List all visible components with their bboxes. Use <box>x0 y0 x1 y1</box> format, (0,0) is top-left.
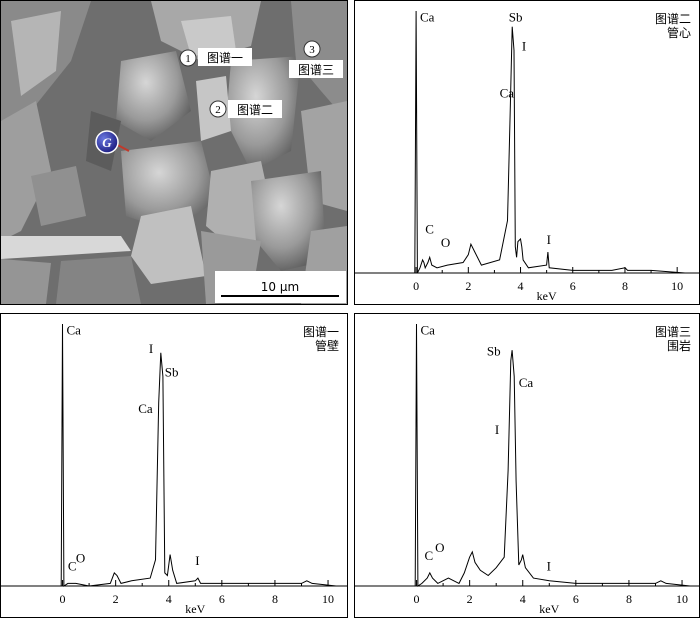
x-tick-label: 4 <box>166 592 172 606</box>
peak-label: C <box>68 558 77 573</box>
peak-label: Sb <box>487 343 501 358</box>
x-tick-label: 0 <box>413 279 419 293</box>
point-2-label: 图谱二 <box>237 103 273 117</box>
point-1-label-bg <box>198 48 252 66</box>
g-marker <box>95 130 119 154</box>
spectrum-caption: 管壁 <box>315 338 339 353</box>
x-tick-label: 0 <box>414 592 420 606</box>
spectrum-caption: 图谱一 <box>303 325 339 339</box>
peak-label: O <box>441 235 450 250</box>
point-3-label-bg <box>289 60 343 78</box>
x-tick-label: 4 <box>518 279 524 293</box>
point-1-number: 1 <box>185 53 191 65</box>
peak-label: I <box>495 422 499 437</box>
x-tick-label: 2 <box>467 592 473 606</box>
x-tick-label: 6 <box>573 592 579 606</box>
spectrum-caption: 围岩 <box>667 338 691 353</box>
spectrum-3-panel: 0 2 4 6 8 10 keV Ca Sb Ca I C O I 图谱三 围岩 <box>354 313 700 618</box>
peak-label: Sb <box>509 9 523 24</box>
point-3-number: 3 <box>309 44 315 56</box>
peak-label: Ca <box>500 85 515 100</box>
peak-label: O <box>76 550 85 565</box>
peak-label: I <box>195 553 199 568</box>
x-tick-label: 6 <box>570 279 576 293</box>
x-tick-label: 8 <box>626 592 632 606</box>
point-2-number: 2 <box>215 104 221 116</box>
spectrum-caption: 管心 <box>667 25 691 40</box>
spectrum-line <box>390 10 686 274</box>
peak-label: C <box>425 548 434 563</box>
peak-label: Ca <box>421 322 436 337</box>
x-axis-label: keV <box>537 289 557 303</box>
x-axis-label: keV <box>539 602 559 616</box>
spectrum-line <box>390 323 691 587</box>
x-axis-label: keV <box>185 602 205 616</box>
point-3-label: 图谱三 <box>298 63 334 77</box>
spectrum-caption: 图谱三 <box>655 325 691 339</box>
spectrum-1-panel: 0 2 4 6 8 10 keV Ca I Sb Ca C O I 图谱一 管壁 <box>0 313 348 618</box>
peak-label: O <box>435 540 444 555</box>
point-3-marker <box>303 40 321 58</box>
x-tick-label: 10 <box>676 592 688 606</box>
spectrum-2-panel: 0 2 4 6 8 10 keV Ca Sb I Ca C O I 图谱二 管心 <box>354 0 700 305</box>
peak-label: Ca <box>138 401 153 416</box>
peak-label: Ca <box>67 322 82 337</box>
peak-label: Ca <box>420 9 435 24</box>
sem-image: 10 μm 1 图谱一 2 图谱二 3 图谱三 G <box>1 1 347 304</box>
point-1-marker <box>179 49 197 67</box>
spectrum-caption: 图谱二 <box>655 12 691 26</box>
x-tick-label: 6 <box>219 592 225 606</box>
point-1-label: 图谱一 <box>207 51 243 65</box>
peak-label: I <box>547 558 551 573</box>
x-tick-label: 2 <box>465 279 471 293</box>
x-tick-label: 2 <box>113 592 119 606</box>
peak-label: Ca <box>519 375 534 390</box>
scale-bar-label: 10 μm <box>261 280 299 294</box>
x-tick-label: 8 <box>622 279 628 293</box>
spectrum-line <box>36 323 337 587</box>
x-tick-label: 10 <box>322 592 334 606</box>
peak-label: I <box>522 38 526 53</box>
scale-bar-box <box>215 271 346 303</box>
peak-label: I <box>547 232 551 247</box>
peak-label: Sb <box>165 364 179 379</box>
x-tick-label: 4 <box>520 592 526 606</box>
peak-label: I <box>149 341 153 356</box>
point-2-label-bg <box>228 100 282 118</box>
x-tick-label: 0 <box>60 592 66 606</box>
g-marker-label: G <box>102 135 112 150</box>
sem-image-panel: 10 μm 1 图谱一 2 图谱二 3 图谱三 G <box>0 0 348 305</box>
peak-label: C <box>425 222 434 237</box>
x-tick-label: 10 <box>671 279 683 293</box>
point-2-marker <box>209 100 227 118</box>
x-tick-label: 8 <box>272 592 278 606</box>
